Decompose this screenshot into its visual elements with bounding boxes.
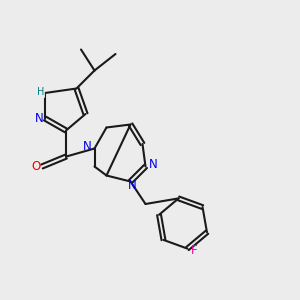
Text: N: N: [36, 86, 45, 100]
Text: N: N: [35, 112, 44, 125]
Text: N: N: [128, 178, 136, 192]
Text: H: H: [37, 87, 44, 98]
Text: N: N: [83, 140, 92, 153]
Text: O: O: [31, 160, 40, 173]
Text: N: N: [148, 158, 157, 172]
Text: F: F: [191, 244, 198, 256]
